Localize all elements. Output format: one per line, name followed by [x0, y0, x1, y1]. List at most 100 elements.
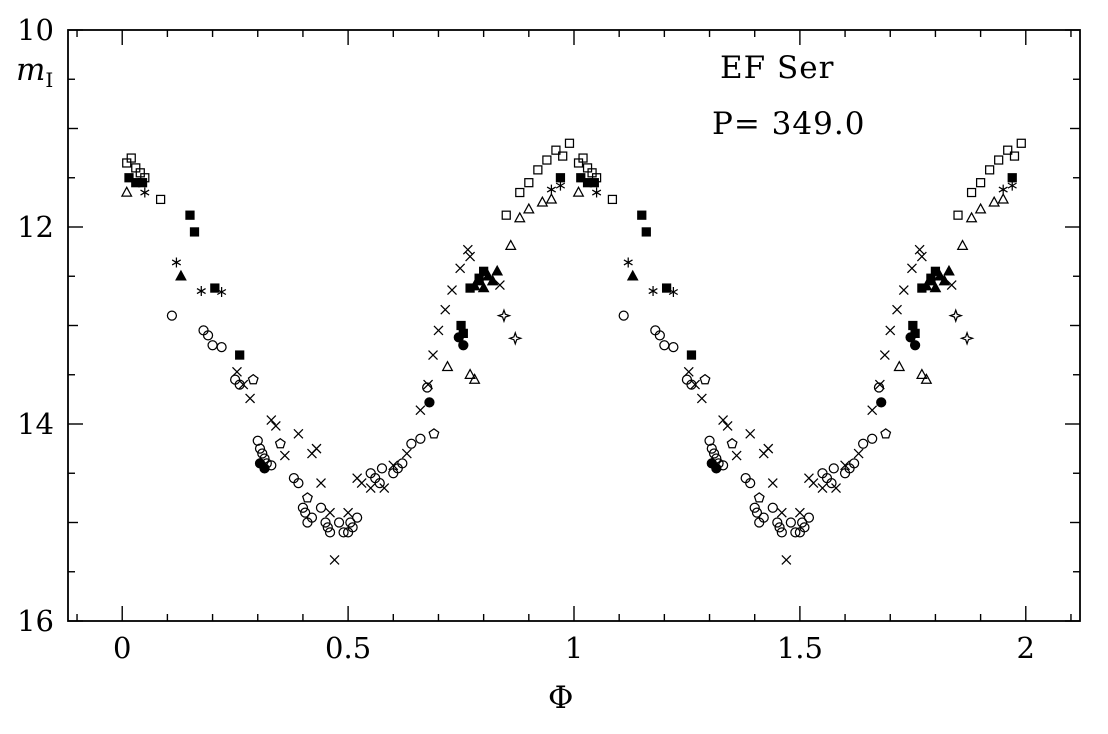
marker-filled-square — [137, 178, 148, 188]
marker-cross — [916, 251, 927, 262]
period-annotation: P= 349.0 — [712, 106, 866, 142]
marker-open-circle — [207, 340, 218, 351]
marker-open-square — [155, 194, 166, 205]
marker-open-square — [966, 187, 977, 198]
marker-cross — [879, 350, 890, 360]
marker-four-point-star — [507, 330, 523, 346]
marker-cross — [447, 285, 457, 295]
marker-cross — [745, 428, 756, 439]
marker-filled-circle — [424, 397, 435, 408]
marker-filled-triangle — [482, 269, 495, 281]
marker-open-square — [564, 138, 575, 148]
marker-asterisk — [196, 286, 206, 297]
marker-cross — [465, 251, 476, 262]
marker-filled-triangle — [477, 281, 490, 293]
marker-open-circle — [858, 438, 869, 449]
marker-open-circle — [659, 340, 670, 351]
marker-open-triangle — [974, 202, 987, 214]
marker-filled-square — [189, 227, 200, 237]
marker-pentagon — [247, 373, 259, 385]
marker-open-triangle — [545, 192, 558, 204]
marker-cross — [343, 507, 354, 518]
marker-open-square — [1003, 145, 1013, 155]
marker-cross — [433, 325, 444, 336]
marker-filled-square — [686, 350, 697, 360]
marker-open-square — [558, 151, 568, 161]
marker-open-circle — [252, 435, 263, 446]
marker-open-circle — [774, 522, 785, 533]
marker-open-circle — [654, 330, 665, 341]
marker-open-circle — [618, 310, 629, 321]
marker-cross — [696, 393, 707, 404]
marker-open-circle — [345, 517, 356, 528]
marker-open-circle — [848, 458, 860, 469]
marker-four-point-star — [496, 308, 512, 324]
marker-open-square — [501, 210, 511, 220]
marker-cross — [906, 263, 917, 274]
marker-cross — [245, 393, 256, 404]
x-tick-label: 1.5 — [776, 631, 823, 665]
marker-filled-triangle — [938, 274, 951, 286]
marker-open-square — [975, 178, 986, 188]
marker-cross — [946, 280, 957, 291]
marker-filled-circle — [458, 340, 469, 351]
marker-open-circle — [668, 342, 679, 353]
marker-open-square — [126, 153, 136, 163]
marker-pentagon — [726, 437, 738, 449]
marker-open-circle — [322, 522, 333, 533]
marker-open-circle — [749, 502, 760, 513]
marker-open-circle — [347, 522, 358, 533]
marker-open-circle — [708, 448, 720, 459]
marker-cross — [853, 448, 864, 459]
marker-cross — [494, 280, 505, 291]
marker-open-square — [524, 178, 534, 188]
marker-open-circle — [352, 512, 363, 523]
marker-filled-square — [185, 210, 195, 220]
marker-cross — [690, 379, 701, 390]
marker-cross — [794, 507, 805, 518]
marker-open-circle — [257, 448, 268, 459]
marker-open-circle — [300, 507, 311, 518]
marker-cross — [776, 507, 787, 518]
marker-open-triangle — [441, 360, 454, 372]
marker-open-circle — [306, 512, 318, 523]
marker-open-triangle — [572, 186, 585, 197]
marker-open-square — [542, 155, 552, 165]
marker-open-triangle — [468, 373, 481, 384]
marker-cross — [379, 483, 390, 493]
marker-cross — [683, 366, 694, 377]
marker-filled-triangle — [491, 264, 504, 276]
marker-cross — [831, 483, 841, 493]
marker-open-circle — [333, 517, 345, 528]
marker-open-square — [607, 194, 618, 205]
marker-cross — [718, 415, 729, 426]
marker-open-triangle — [464, 368, 476, 379]
marker-pentagon — [699, 373, 711, 385]
marker-cross — [731, 450, 742, 461]
marker-cross — [279, 450, 290, 461]
marker-cross — [270, 421, 281, 431]
marker-open-circle — [803, 512, 815, 523]
marker-open-circle — [397, 458, 408, 469]
marker-open-triangle — [522, 202, 535, 214]
marker-open-circle — [758, 512, 769, 523]
marker-asterisk — [591, 187, 602, 198]
marker-cross — [898, 285, 909, 295]
marker-filled-triangle — [929, 281, 942, 293]
marker-cross — [874, 379, 885, 390]
y-axis-label-subscript: I — [45, 68, 54, 93]
marker-asterisk — [1007, 180, 1017, 191]
marker-filled-square — [589, 178, 599, 188]
marker-open-square — [985, 165, 995, 175]
marker-asterisk — [998, 184, 1008, 195]
axes-frame — [67, 29, 1081, 622]
marker-open-square — [953, 210, 963, 220]
marker-open-triangle — [997, 192, 1010, 204]
marker-open-circle — [797, 517, 808, 528]
marker-filled-square — [641, 227, 651, 237]
marker-cross — [365, 483, 376, 493]
marker-asterisk — [555, 180, 566, 191]
marker-open-square — [1009, 151, 1020, 161]
marker-cross — [781, 554, 792, 565]
